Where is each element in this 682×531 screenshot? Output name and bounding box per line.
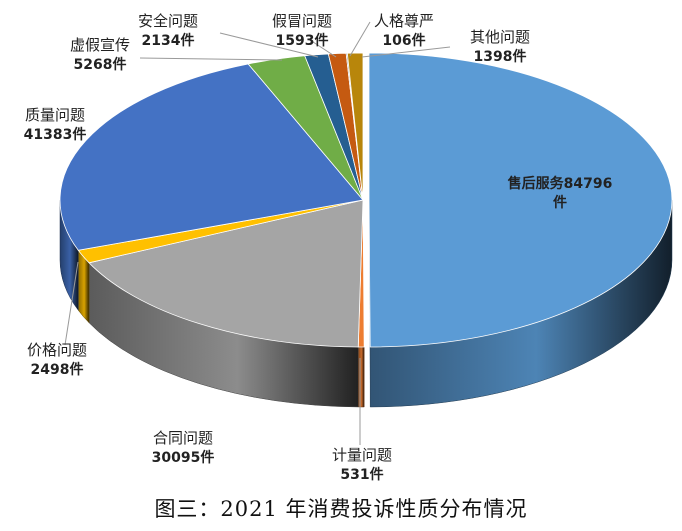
leader-line-虚假宣传 [139, 57, 283, 61]
slice-label-其他问题-line1: 其他问题 [470, 28, 530, 46]
slice-label-人格尊严-line1: 人格尊严 [374, 12, 434, 30]
slice-label-价格问题-line2: 2498件 [31, 361, 84, 378]
slice-label-虚假宣传-line2: 5268件 [74, 56, 127, 73]
leader-line-其他问题 [361, 46, 451, 58]
slice-label-价格问题-line1: 价格问题 [27, 341, 87, 359]
slice-label-计量问题-line1: 计量问题 [332, 446, 392, 464]
slice-label-其他问题-line2: 1398件 [474, 48, 527, 65]
pie-slice-合同问题 [88, 199, 364, 348]
slice-label-售后服务-line1: 售后服务84796 [507, 175, 613, 192]
leader-line-价格问题 [64, 261, 79, 346]
slice-label-合同问题-line1: 合同问题 [153, 429, 213, 447]
slice-label-人格尊严-line2: 106件 [382, 32, 425, 49]
chart-caption: 图三：2021 年消费投诉性质分布情况 [154, 497, 528, 521]
pie-slice-售后服务 [368, 52, 673, 348]
slice-label-售后服务-line2: 件 [553, 194, 567, 211]
slice-label-计量问题-line2: 531件 [340, 466, 383, 483]
slice-label-安全问题-line2: 2134件 [142, 32, 195, 49]
leader-line-人格尊严 [349, 21, 371, 57]
slice-label-虚假宣传-line1: 虚假宣传 [70, 36, 130, 54]
pie-wall-计量问题 [357, 346, 365, 408]
leader-line-安全问题 [219, 32, 319, 58]
slice-label-合同问题-line2: 30095件 [152, 449, 215, 466]
pie-slices [59, 52, 673, 348]
slice-label-安全问题-line1: 安全问题 [138, 12, 198, 30]
slice-label-假冒问题-line1: 假冒问题 [272, 12, 332, 30]
slice-label-质量问题-line1: 质量问题 [25, 106, 85, 124]
slice-label-质量问题-line2: 41383件 [24, 126, 87, 143]
slice-label-假冒问题-line2: 1593件 [276, 32, 329, 49]
leader-line-假冒问题 [309, 39, 337, 58]
pie-slice-其他问题 [346, 52, 364, 201]
